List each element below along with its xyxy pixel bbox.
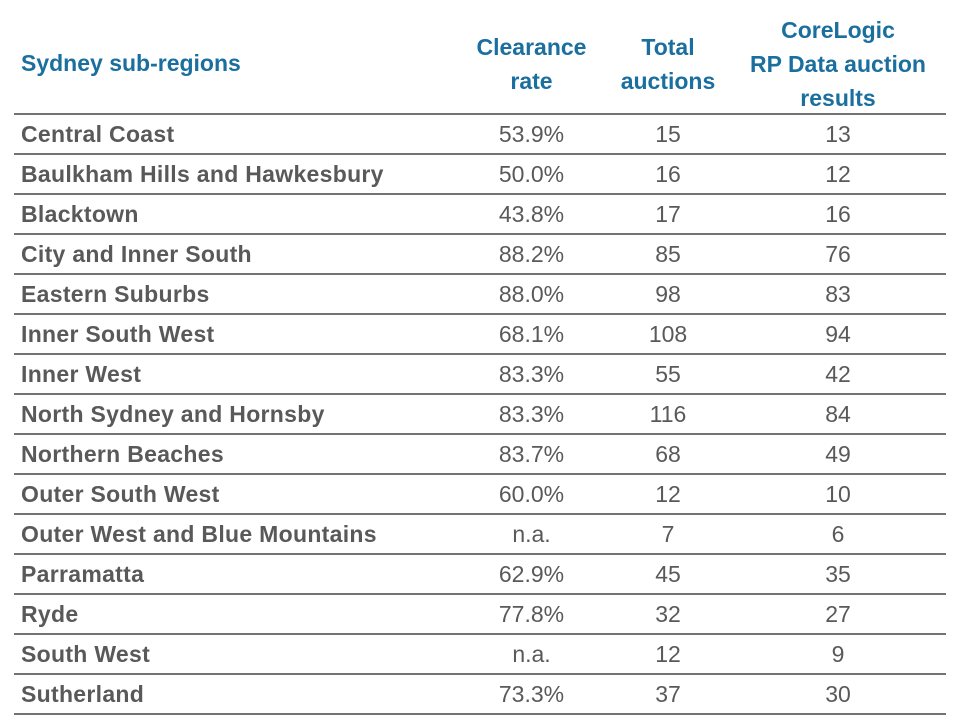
clearance-rate-cell: 83.3% <box>498 361 565 387</box>
region-name-cell: Central Coast <box>21 121 175 147</box>
clearance-rate-cell: 62.9% <box>498 561 565 587</box>
header-corelogic-results: CoreLogic RP Data auction results <box>732 13 944 115</box>
table-row: Outer South West 60.0% 12 10 <box>14 473 946 513</box>
header-clearance-line1: Clearance <box>476 34 587 60</box>
table-row: Inner West 83.3% 55 42 <box>14 353 946 393</box>
header-core-line1: CoreLogic <box>781 17 895 43</box>
auction-results-cell: 9 <box>831 641 845 667</box>
table-row: Sutherland 73.3% 37 30 <box>14 673 946 715</box>
region-name-cell: North Sydney and Hornsby <box>21 401 325 427</box>
region-name-cell: Blacktown <box>21 201 139 227</box>
region-name-cell: Inner West <box>21 361 142 387</box>
table-row: Central Coast 53.9% 15 13 <box>14 113 946 153</box>
clearance-rate-cell: 88.0% <box>498 281 565 307</box>
clearance-rate-cell: 88.2% <box>498 241 565 267</box>
header-core-line2: RP Data auction <box>750 51 926 77</box>
header-region: Sydney sub-regions <box>21 50 241 76</box>
clearance-rate-cell: n.a. <box>512 641 551 667</box>
total-auctions-cell: 16 <box>655 161 681 187</box>
region-name-cell: Ryde <box>21 601 79 627</box>
region-name-cell: Baulkham Hills and Hawkesbury <box>21 161 384 187</box>
clearance-rate-cell: 60.0% <box>498 481 565 507</box>
total-auctions-cell: 98 <box>655 281 681 307</box>
table-row: Ryde 77.8% 32 27 <box>14 593 946 633</box>
table-row: South West n.a. 12 9 <box>14 633 946 673</box>
auction-results-cell: 13 <box>825 121 851 147</box>
table-row: City and Inner South 88.2% 85 76 <box>14 233 946 273</box>
total-auctions-cell: 68 <box>655 441 681 467</box>
auction-results-cell: 84 <box>825 401 851 427</box>
header-clearance-rate: Clearance rate <box>459 30 604 98</box>
auction-results-cell: 16 <box>825 201 851 227</box>
clearance-rate-cell: 77.8% <box>498 601 565 627</box>
table-row: Outer West and Blue Mountains n.a. 7 6 <box>14 513 946 553</box>
total-auctions-cell: 45 <box>655 561 681 587</box>
clearance-rate-cell: 43.8% <box>498 201 565 227</box>
auction-results-cell: 30 <box>825 681 851 707</box>
header-total-auctions: Total auctions <box>604 30 732 98</box>
region-name-cell: City and Inner South <box>21 241 252 267</box>
region-name-cell: Outer South West <box>21 481 220 507</box>
total-auctions-cell: 12 <box>655 641 681 667</box>
total-auctions-cell: 7 <box>661 521 675 547</box>
clearance-rate-cell: 50.0% <box>498 161 565 187</box>
header-total-line2: auctions <box>620 68 716 94</box>
auction-results-cell: 6 <box>831 521 845 547</box>
total-auctions-cell: 108 <box>648 321 688 347</box>
header-core-line3: results <box>800 85 876 111</box>
header-clearance-line2: rate <box>510 68 553 94</box>
table-body: Central Coast 53.9% 15 13 Baulkham Hills and… <box>14 113 946 715</box>
auction-results-cell: 42 <box>825 361 851 387</box>
auction-results-cell: 10 <box>825 481 851 507</box>
clearance-rate-cell: 83.3% <box>498 401 565 427</box>
table-row: North Sydney and Hornsby 83.3% 116 84 <box>14 393 946 433</box>
region-name-cell: South West <box>21 641 151 667</box>
table-row: Eastern Suburbs 88.0% 98 83 <box>14 273 946 313</box>
total-auctions-cell: 12 <box>655 481 681 507</box>
table-row: Parramatta 62.9% 45 35 <box>14 553 946 593</box>
table-row: Inner South West 68.1% 108 94 <box>14 313 946 353</box>
table-row: Baulkham Hills and Hawkesbury 50.0% 16 12 <box>14 153 946 193</box>
region-name-cell: Sutherland <box>21 681 145 707</box>
total-auctions-cell: 15 <box>655 121 681 147</box>
clearance-rate-cell: n.a. <box>512 521 551 547</box>
header-total-line1: Total <box>641 34 695 60</box>
total-auctions-cell: 32 <box>655 601 681 627</box>
total-auctions-cell: 17 <box>655 201 681 227</box>
region-name-cell: Inner South West <box>21 321 215 347</box>
total-auctions-cell: 37 <box>655 681 681 707</box>
region-name-cell: Eastern Suburbs <box>21 281 210 307</box>
auction-results-cell: 35 <box>825 561 851 587</box>
total-auctions-cell: 85 <box>655 241 681 267</box>
total-auctions-cell: 55 <box>655 361 681 387</box>
clearance-rate-cell: 83.7% <box>498 441 565 467</box>
auction-results-cell: 76 <box>825 241 851 267</box>
table-row: Northern Beaches 83.7% 68 49 <box>14 433 946 473</box>
table-row: Blacktown 43.8% 17 16 <box>14 193 946 233</box>
total-auctions-cell: 116 <box>649 401 687 427</box>
region-name-cell: Northern Beaches <box>21 441 224 467</box>
auction-results-cell: 94 <box>825 321 851 347</box>
clearance-rate-cell: 53.9% <box>498 121 565 147</box>
table-header: Sydney sub-regions Clearance rate Total … <box>14 0 946 112</box>
auction-results-cell: 49 <box>825 441 851 467</box>
region-name-cell: Outer West and Blue Mountains <box>21 521 377 547</box>
auction-results-cell: 27 <box>825 601 851 627</box>
region-name-cell: Parramatta <box>21 561 145 587</box>
clearance-rate-cell: 73.3% <box>498 681 565 707</box>
clearance-rate-cell: 68.1% <box>498 321 565 347</box>
auction-results-cell: 83 <box>825 281 851 307</box>
auction-results-cell: 12 <box>825 161 851 187</box>
